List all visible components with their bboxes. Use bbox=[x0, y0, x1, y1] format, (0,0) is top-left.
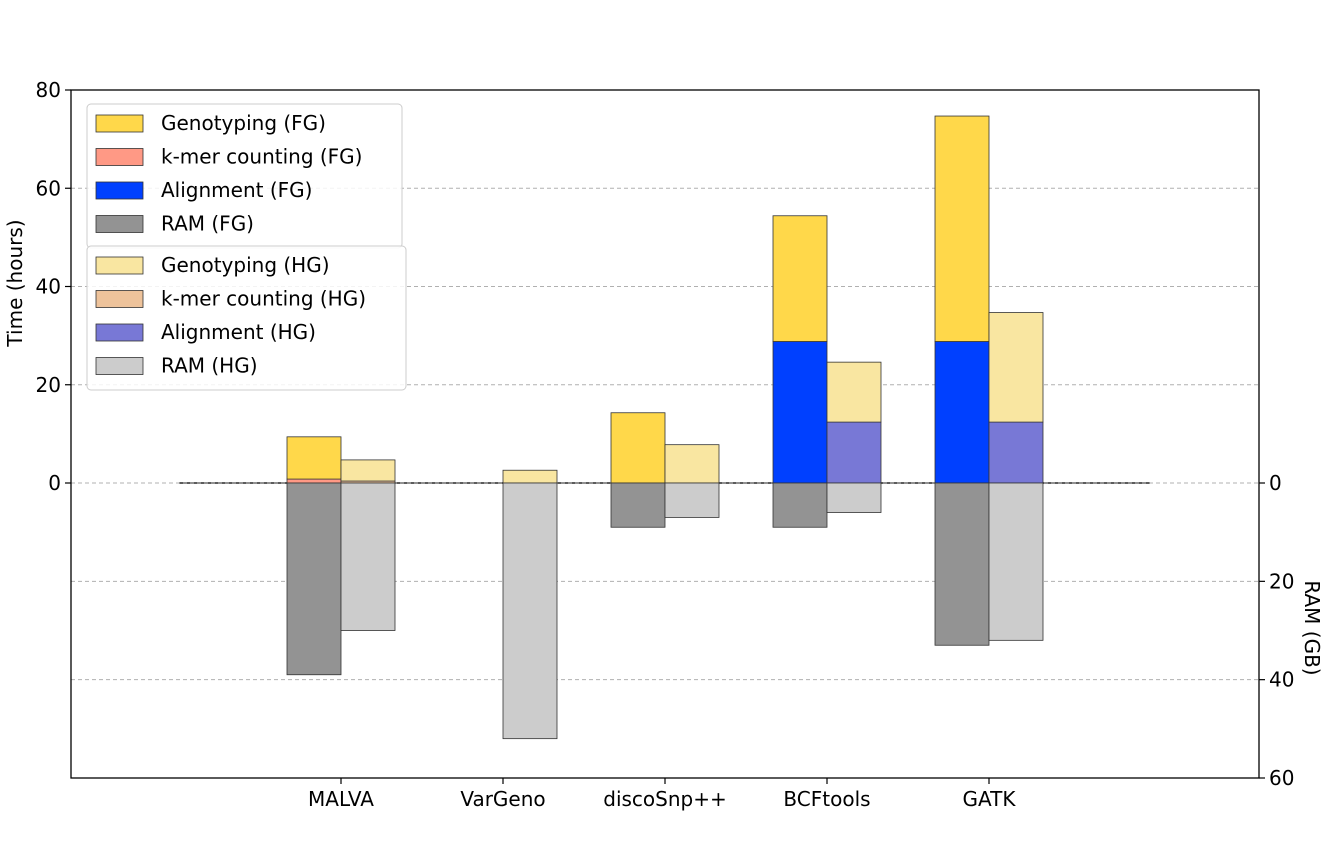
bar-ram-hg-discosnp bbox=[664, 482, 720, 518]
x-tick-label: discoSnp++ bbox=[603, 787, 727, 811]
y-tick-label: 0 bbox=[48, 471, 61, 495]
bar-ram-fg-malva bbox=[286, 482, 342, 676]
y2-tick-label: 40 bbox=[1269, 668, 1294, 692]
bar-genotyping-hg-discosnp bbox=[664, 444, 720, 484]
legend-swatch-ram-fg bbox=[95, 215, 144, 233]
legend-label-geno-fg: Genotyping (FG) bbox=[161, 111, 326, 135]
legend-swatch-geno-hg bbox=[95, 256, 144, 275]
bar-ram-hg-malva bbox=[340, 482, 396, 631]
bar-ram-fg-bcftools bbox=[772, 482, 828, 528]
bar-ram-hg-vargeno bbox=[502, 482, 558, 740]
ticks: 0 20 40 60 80 0 20 40 60 MALVA VarGeno discoSnp++ BC… bbox=[36, 78, 1295, 811]
legend-swatch-kmer-hg bbox=[95, 290, 144, 308]
legend-label-ram-fg: RAM (FG) bbox=[161, 212, 254, 236]
legend-label-kmer-hg: k-mer counting (HG) bbox=[161, 287, 366, 311]
bar-ram-fg-discosnp bbox=[610, 482, 666, 528]
legend-swatch-align-hg bbox=[95, 323, 144, 342]
legend-label-geno-hg: Genotyping (HG) bbox=[161, 253, 330, 277]
y-tick-label: 60 bbox=[36, 176, 61, 200]
bar-alignment-hg-gatk bbox=[988, 421, 1044, 484]
bar-alignment-hg-bcftools bbox=[826, 421, 882, 484]
y-tick-label: 20 bbox=[36, 373, 61, 397]
bar-genotyping-hg-malva bbox=[340, 459, 396, 482]
bar-ram-fg-gatk bbox=[934, 482, 990, 646]
bar-alignment-fg-bcftools bbox=[772, 341, 828, 484]
legend-box-2 bbox=[86, 245, 407, 391]
x-tick-label: GATK bbox=[963, 787, 1017, 811]
legend: Genotyping (FG) k-mer counting (FG) Alignm… bbox=[86, 103, 407, 391]
y-tick-label: 80 bbox=[36, 78, 61, 102]
bars bbox=[286, 115, 1044, 740]
legend-label-align-fg: Alignment (FG) bbox=[161, 178, 312, 202]
bar-genotyping-fg-malva bbox=[286, 436, 342, 480]
x-tick-label: BCFtools bbox=[783, 787, 870, 811]
bar-genotyping-fg-discosnp bbox=[610, 412, 666, 484]
y-tick-label: 40 bbox=[36, 275, 61, 299]
y2-tick-label: 60 bbox=[1269, 766, 1294, 790]
x-tick-label: VarGeno bbox=[460, 787, 545, 811]
bar-kmer-counting-fg-malva bbox=[286, 478, 342, 484]
bar-genotyping-fg-bcftools bbox=[772, 215, 828, 342]
legend-swatch-align-fg bbox=[95, 181, 144, 200]
bar-genotyping-hg-bcftools bbox=[826, 361, 882, 423]
bar-genotyping-hg-gatk bbox=[988, 312, 1044, 423]
bar-genotyping-fg-gatk bbox=[934, 115, 990, 342]
bar-ram-hg-bcftools bbox=[826, 482, 882, 513]
legend-label-kmer-fg: k-mer counting (FG) bbox=[161, 145, 362, 169]
bar-genotyping-hg-vargeno bbox=[502, 469, 558, 484]
y-axis-title: Time (hours) bbox=[3, 219, 27, 347]
y2-axis-title: RAM (GB) bbox=[1300, 580, 1324, 675]
legend-swatch-ram-hg bbox=[95, 357, 144, 375]
legend-label-align-hg: Alignment (HG) bbox=[161, 320, 316, 344]
y2-tick-label: 20 bbox=[1269, 569, 1294, 593]
y2-tick-label: 0 bbox=[1269, 471, 1282, 495]
legend-swatch-geno-fg bbox=[95, 114, 144, 133]
bar-ram-hg-gatk bbox=[988, 482, 1044, 641]
bar-alignment-fg-gatk bbox=[934, 341, 990, 484]
x-tick-label: MALVA bbox=[308, 787, 374, 811]
legend-label-ram-hg: RAM (HG) bbox=[161, 354, 258, 378]
legend-swatch-kmer-fg bbox=[95, 148, 144, 166]
